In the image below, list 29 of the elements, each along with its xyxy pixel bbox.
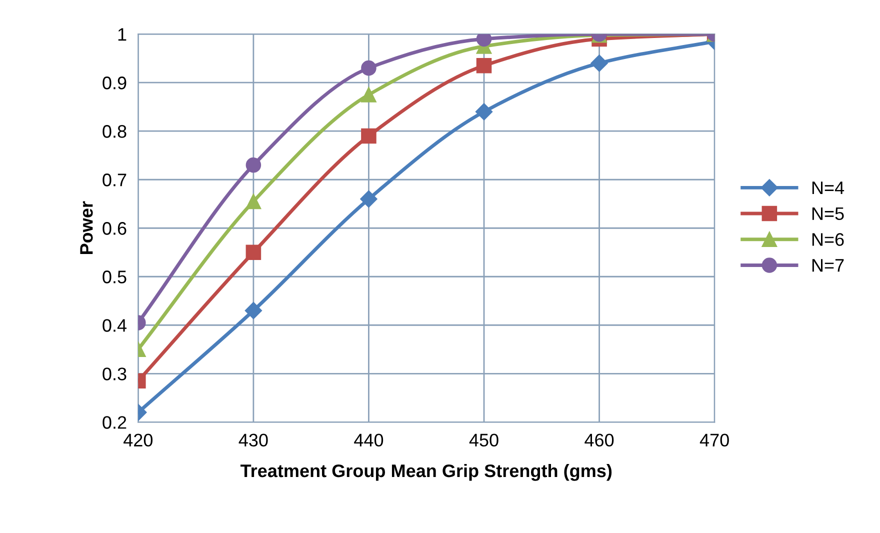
- y-tick-label: 0.2: [102, 416, 126, 429]
- legend-label: N=5: [812, 207, 844, 220]
- x-tick-label: 460: [584, 434, 614, 447]
- point: [476, 34, 492, 47]
- x-tick-label: 430: [238, 434, 268, 447]
- x-tick-label: 440: [354, 434, 384, 447]
- point: [590, 54, 608, 72]
- y-axis-title: Power: [80, 201, 93, 254]
- y-tick-label: 0.4: [102, 319, 127, 332]
- point: [361, 87, 376, 102]
- x-tick-label: 450: [469, 434, 498, 447]
- y-tick-label: 0.3: [102, 368, 126, 380]
- legend-label: N=7: [812, 259, 844, 272]
- legend-label: N=4: [812, 182, 844, 194]
- y-tick-label: 0.5: [102, 270, 126, 284]
- legend-label: N=6: [812, 233, 844, 246]
- y-tick-label: 1: [118, 28, 126, 41]
- y-tick-label: 0.9: [102, 76, 126, 90]
- point: [361, 128, 376, 144]
- x-tick-label: 470: [700, 434, 729, 447]
- x-tick-label: 420: [124, 434, 153, 447]
- point: [360, 190, 378, 208]
- y-tick-label: 0.8: [102, 125, 126, 138]
- point: [361, 60, 376, 76]
- x-axis-title: Treatment Group Mean Grip Strength (gms): [240, 464, 612, 481]
- y-tick-label: 0.7: [102, 174, 126, 186]
- point: [475, 103, 493, 120]
- y-tick-label: 0.6: [102, 222, 126, 235]
- point: [476, 58, 492, 74]
